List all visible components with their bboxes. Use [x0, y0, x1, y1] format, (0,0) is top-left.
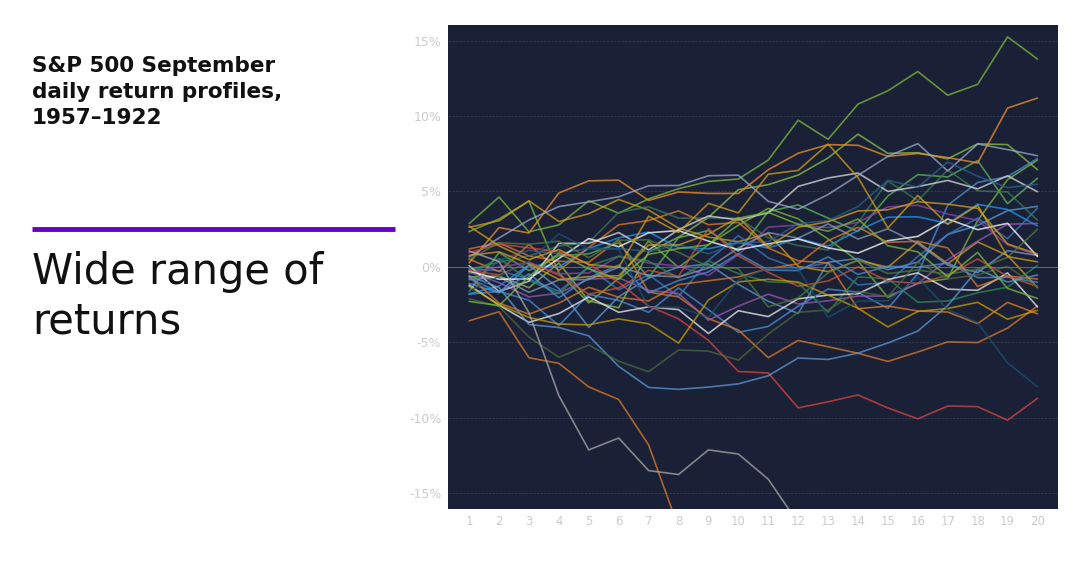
Text: S&P 500 September
daily return profiles,
1957–1922: S&P 500 September daily return profiles,…	[31, 56, 282, 128]
X-axis label: Trading day of September: Trading day of September	[651, 542, 855, 557]
Text: Wide range of
returns: Wide range of returns	[31, 251, 323, 342]
